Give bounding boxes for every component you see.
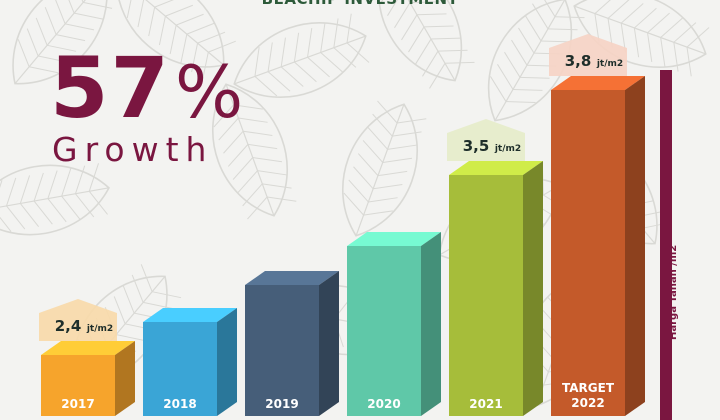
header-title: BEACHIP INVESTMENT: [0, 0, 720, 8]
bar-side-face: [319, 271, 339, 416]
bar-2019: [245, 271, 339, 416]
category-label: TARGET: [562, 381, 615, 395]
bar-top-face: [245, 271, 339, 285]
data-label-value: 2,4: [55, 317, 82, 335]
bar-top-face: [551, 76, 645, 90]
category-label: 2020: [367, 397, 400, 411]
bar-side-face: [115, 341, 135, 416]
bar-top-face: [41, 341, 135, 355]
data-label-value: 3,8: [565, 52, 592, 70]
bar-side-face: [217, 308, 237, 416]
growth-percent-sign: %: [174, 50, 246, 134]
leaf-shape: [233, 13, 370, 98]
leaf-shape: [342, 100, 427, 237]
bar-2018: [143, 308, 237, 416]
category-label: 2022: [571, 396, 604, 410]
bar-side-face: [421, 232, 441, 416]
category-label: 2018: [163, 397, 196, 411]
bar-front-face: [449, 175, 523, 416]
bar-2020: [347, 232, 441, 416]
bar-2021: [449, 161, 543, 416]
value-callout: 2,4 jt/m2: [39, 299, 117, 341]
bar-side-face: [625, 76, 645, 416]
leaf-shape: [115, 0, 236, 82]
data-label-unit: jt/m2: [494, 144, 521, 154]
value-callout: 3,5 jt/m2: [447, 119, 525, 161]
side-label: Harga Tanah /m2: [668, 244, 679, 340]
bar-side-face: [523, 161, 543, 416]
leaf-shape: [0, 163, 110, 236]
bar-top-face: [347, 232, 441, 246]
category-label: 2017: [61, 397, 94, 411]
growth-label: Growth: [52, 130, 214, 169]
bar-front-face: [41, 355, 115, 416]
category-label: 2019: [265, 397, 298, 411]
bar-front-face: [143, 322, 217, 416]
leaf-shape: [377, 0, 475, 89]
category-label: 2021: [469, 397, 502, 411]
data-label-unit: jt/m2: [596, 59, 623, 69]
data-label-value: 3,5: [463, 137, 490, 155]
value-callout: 3,8 jt/m2: [549, 34, 627, 76]
data-label-unit: jt/m2: [86, 324, 113, 334]
bar-2017: [41, 341, 135, 416]
bar-top-face: [449, 161, 543, 175]
growth-value: 57: [50, 39, 171, 137]
growth-percentage: 57%: [50, 46, 245, 130]
side-bar: [660, 70, 672, 420]
bar-front-face: [551, 90, 625, 416]
bar-front-face: [347, 246, 421, 416]
bar-front-face: [245, 285, 319, 416]
bar-top-face: [143, 308, 237, 322]
bar-target-2022: [551, 76, 645, 416]
leaf-shape: [12, 0, 113, 85]
leaf-shape: [212, 83, 297, 220]
